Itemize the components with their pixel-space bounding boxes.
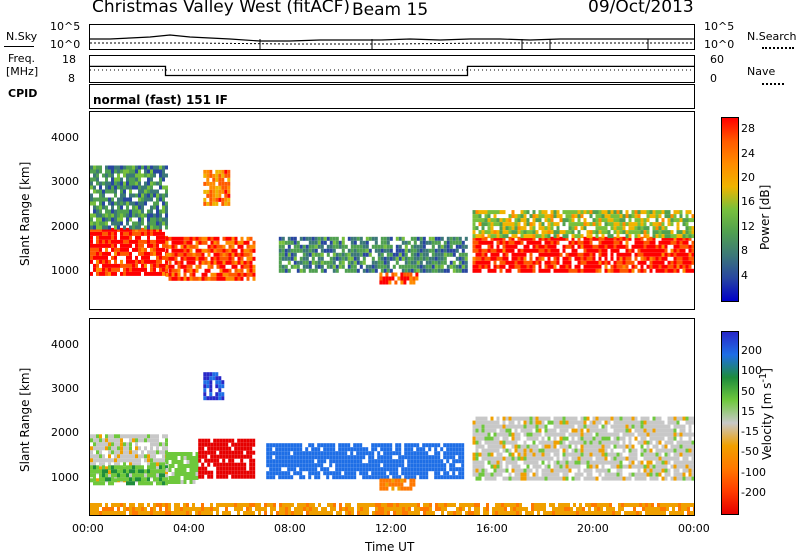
noise-tick-right-bottom: 10^0	[704, 38, 735, 51]
echo-region	[472, 210, 694, 239]
nave-label: Nave	[747, 65, 776, 78]
x-tick-label: 04:00	[173, 522, 205, 535]
velocity-colorbar-label-end: ]	[760, 368, 774, 373]
noise-tick-right-top: 10^5	[704, 20, 735, 33]
velocity-y-label: Slant Range [km]	[18, 367, 32, 472]
colorbar-tick-label: -200	[741, 485, 766, 499]
echo-region	[278, 236, 468, 273]
echo-region	[90, 165, 168, 230]
echo-region	[165, 452, 199, 484]
velocity-colorbar	[721, 331, 739, 515]
echo-region	[203, 372, 225, 401]
colorbar-tick-label: 4	[741, 268, 748, 282]
velocity-colorbar-fill	[722, 332, 738, 514]
power-colorbar	[721, 117, 739, 302]
station-title: Christmas Valley West (fitACF)	[92, 0, 351, 17]
cpid-label: CPID	[8, 87, 38, 100]
y-tick-label: 1000	[51, 470, 79, 484]
freq-tick-top: 18	[62, 53, 76, 66]
x-tick-label: 08:00	[274, 522, 306, 535]
echo-region	[90, 465, 168, 486]
noise-trace	[90, 34, 694, 49]
y-tick-label: 2000	[51, 219, 79, 233]
velocity-panel	[89, 318, 695, 516]
echo-region	[266, 443, 465, 480]
colorbar-tick-label: 15	[741, 404, 755, 418]
x-tick-label: 00:00	[72, 522, 104, 535]
echo-region	[379, 478, 416, 491]
colorbar-tick-label: 200	[741, 344, 762, 358]
colorbar-tick-label: 20	[741, 171, 755, 184]
echo-region	[472, 416, 694, 481]
y-tick-label: 4000	[51, 337, 79, 351]
velocity-colorbar-label-sup: -1	[758, 372, 769, 383]
echo-region	[379, 272, 419, 285]
colorbar-tick-label: -100	[741, 465, 766, 479]
nsky-label: N.Sky	[6, 30, 38, 43]
colorbar-tick-label: -15	[741, 425, 759, 439]
y-tick-label: 4000	[51, 130, 79, 144]
noise-panel	[89, 24, 695, 50]
velocity-colorbar-label: Velocity [m s-1]	[758, 368, 774, 460]
echo-region	[198, 438, 256, 479]
freq-trace	[90, 65, 694, 77]
colorbar-tick-label: 50	[741, 384, 755, 398]
x-tick-label: 16:00	[476, 522, 508, 535]
y-tick-label: 1000	[51, 264, 79, 278]
cpid-panel: normal (fast) 151 IF	[89, 84, 695, 109]
y-tick-label: 2000	[51, 426, 79, 440]
velocity-heatmap	[90, 372, 694, 515]
beam-label: Beam 15	[352, 0, 429, 20]
colorbar-tick-label: -50	[741, 445, 759, 459]
date-label: 09/Oct/2013	[588, 0, 694, 17]
mode-text: normal (fast) 151 IF	[93, 93, 228, 107]
velocity-colorbar-label-text: Velocity [m s	[760, 382, 774, 460]
colorbar-tick-label: 100	[741, 364, 762, 378]
power-panel	[89, 111, 695, 310]
power-colorbar-label: Power [dB]	[758, 184, 772, 250]
nsky-line-key	[4, 46, 34, 47]
freq-label: Freq.	[8, 52, 36, 65]
colorbar-tick-label: 12	[741, 219, 755, 233]
freq-unit-label: [MHz]	[6, 65, 39, 78]
echo-region	[90, 503, 694, 515]
echo-region	[472, 236, 694, 273]
x-tick-label: 12:00	[375, 522, 407, 535]
x-tick-label: 20:00	[577, 522, 609, 535]
colorbar-tick-label: 24	[741, 146, 755, 160]
nave-line-key	[762, 83, 784, 85]
freq-panel	[89, 55, 695, 83]
nave-tick-bottom: 0	[710, 72, 717, 85]
time-axis-label: Time UT	[365, 540, 415, 554]
noise-tick-left-bottom: 10^0	[50, 38, 81, 51]
colorbar-tick-label: 16	[741, 195, 755, 209]
y-tick-label: 3000	[51, 175, 79, 189]
nsearch-label: N.Search	[747, 30, 797, 43]
colorbar-tick-label: 8	[741, 244, 748, 258]
power-colorbar-fill	[722, 118, 738, 301]
colorbar-tick-label: 28	[741, 122, 755, 136]
power-y-label: Slant Range [km]	[18, 161, 32, 266]
power-heatmap	[90, 165, 694, 285]
freq-tick-bottom: 8	[68, 72, 75, 85]
noise-tick-left-top: 10^5	[50, 20, 81, 33]
echo-region	[165, 236, 256, 281]
echo-region	[90, 227, 168, 276]
nave-tick-top: 60	[710, 53, 724, 66]
x-tick-label: 00:00	[678, 522, 710, 535]
y-tick-label: 3000	[51, 381, 79, 395]
echo-region	[203, 169, 231, 206]
nsearch-line-key	[762, 47, 794, 49]
freq-line	[90, 65, 694, 77]
